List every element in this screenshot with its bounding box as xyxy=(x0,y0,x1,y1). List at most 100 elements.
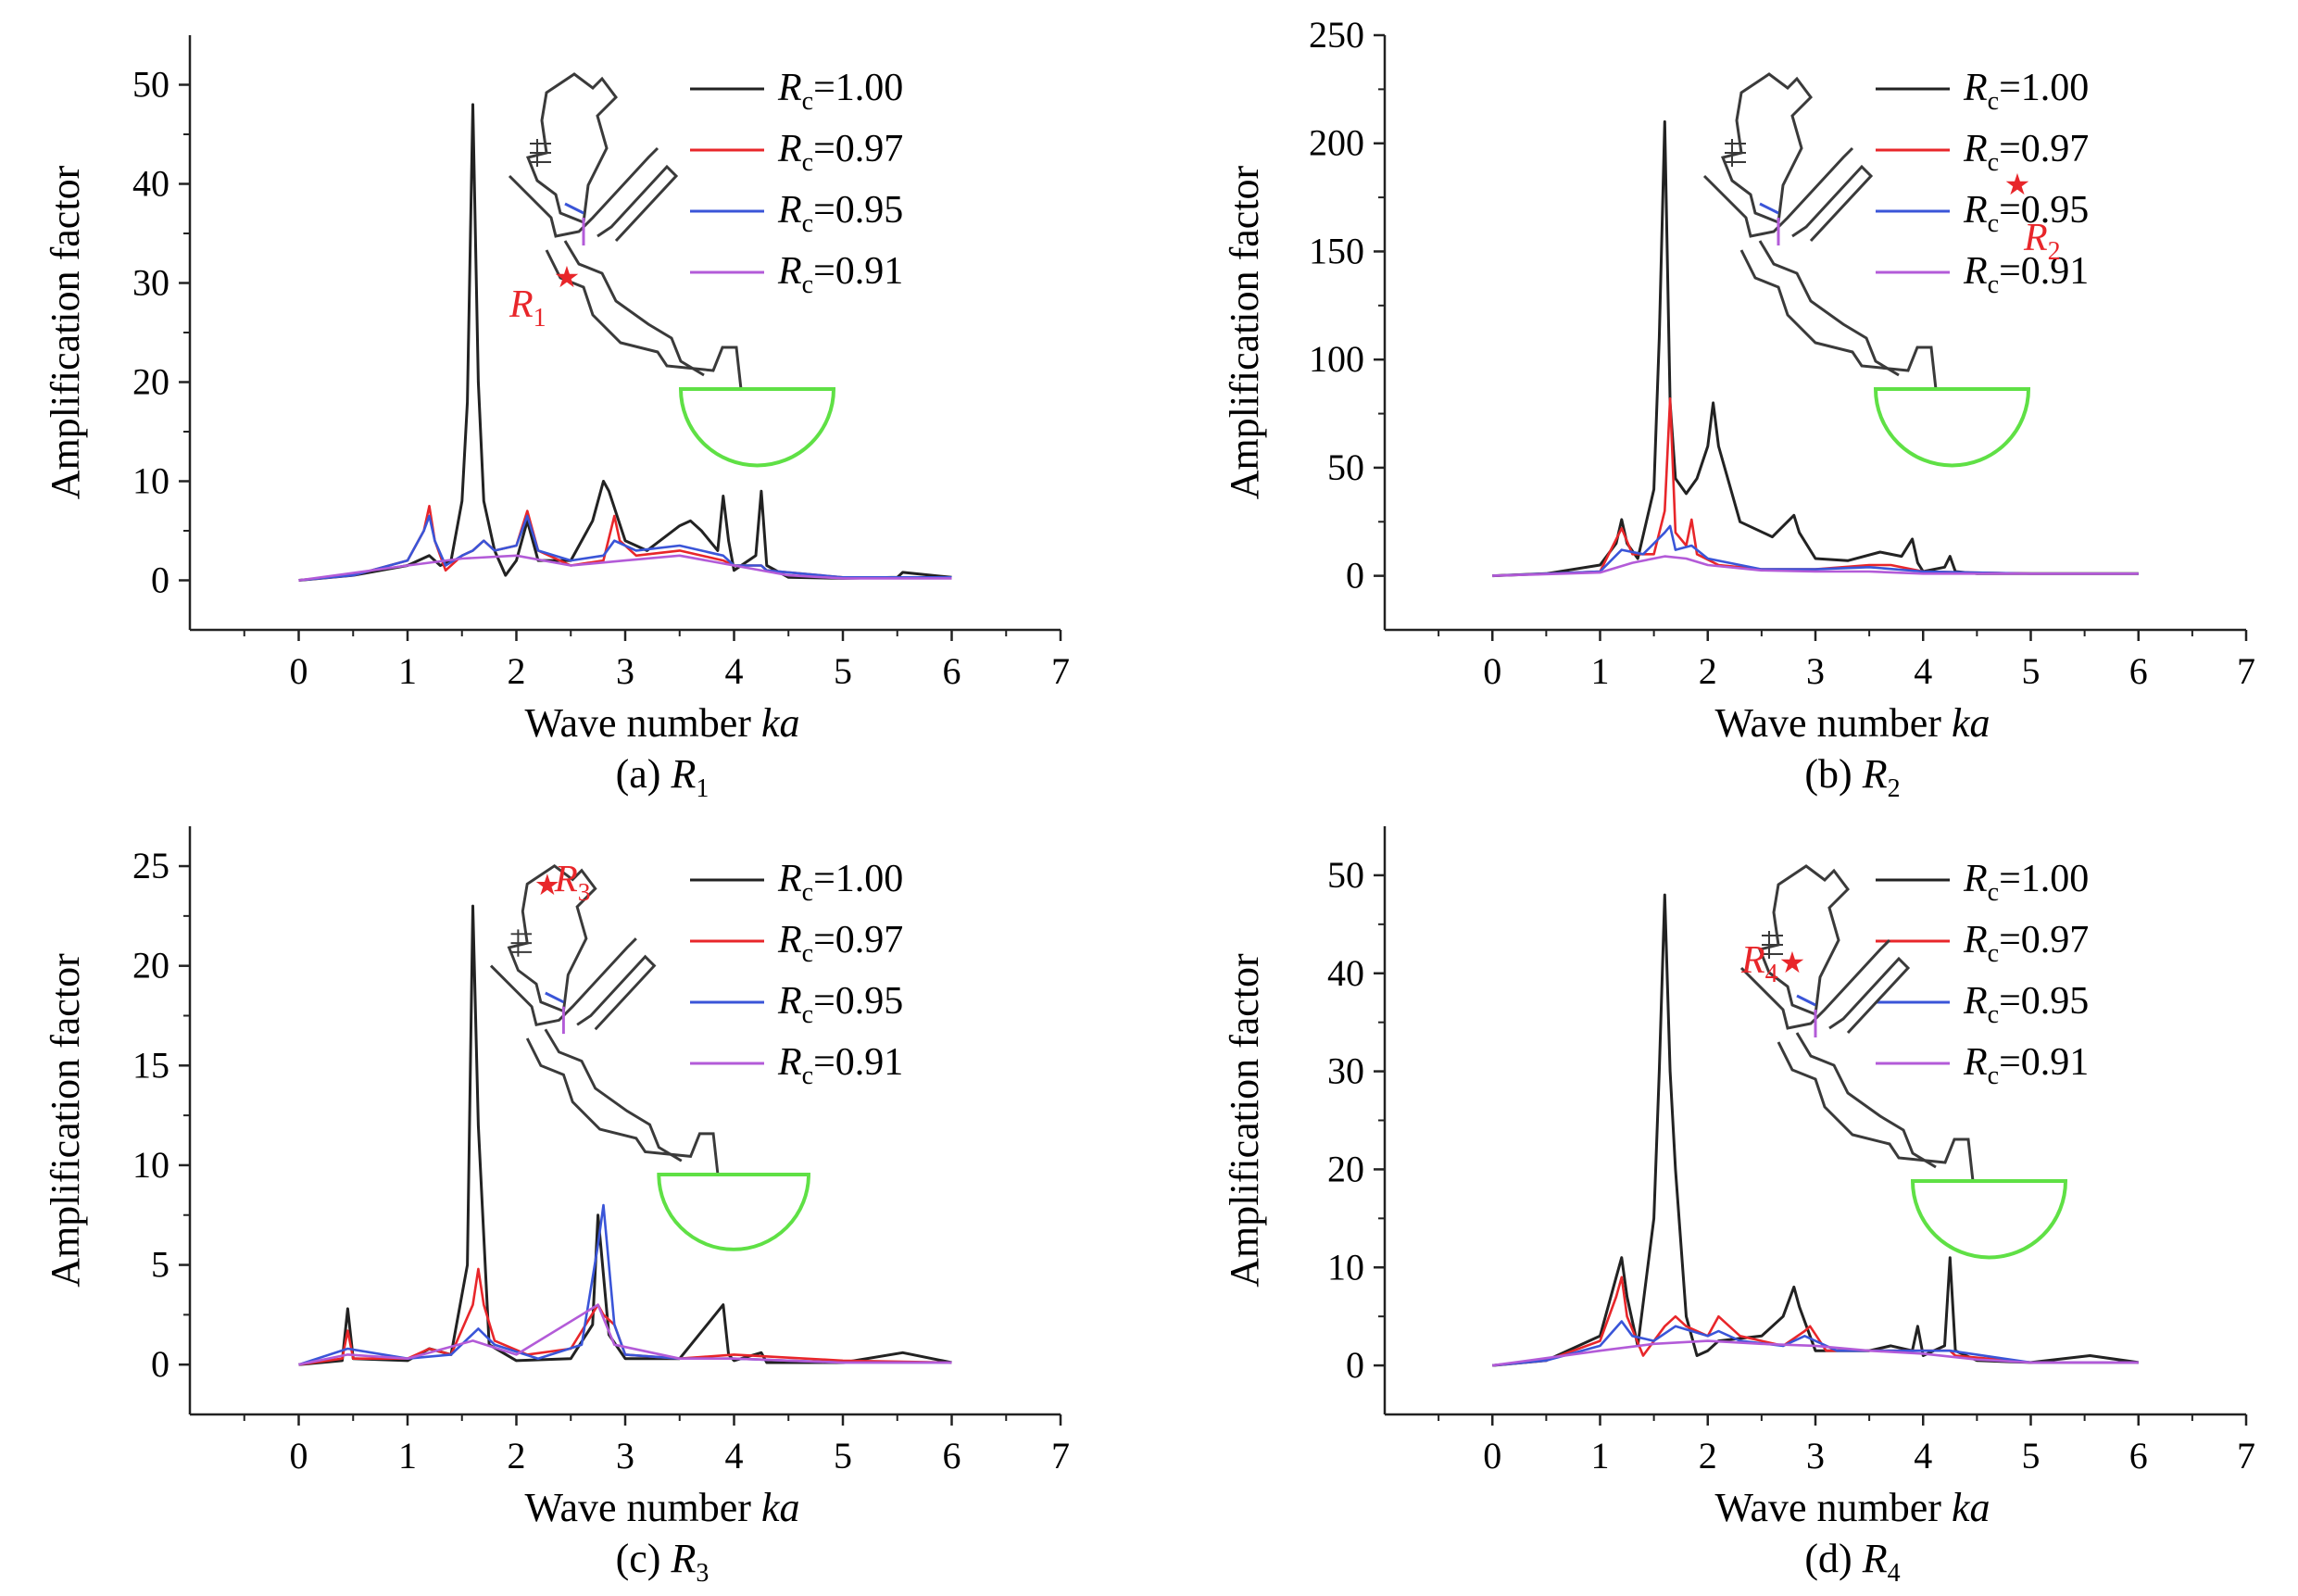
receptor-subscript: 4 xyxy=(1765,960,1778,988)
receptor-variable: R xyxy=(1740,939,1765,982)
y-tick-label: 20 xyxy=(1327,1148,1364,1189)
y-tick-label: 40 xyxy=(132,163,170,205)
panel-caption: (d) R4 xyxy=(1804,1536,1900,1588)
harbor-channel-right xyxy=(1828,956,1911,1035)
series-line-rc091 xyxy=(1492,1339,2139,1367)
legend-subscript: c xyxy=(1988,209,1999,238)
legend-entry: Rc=0.97 xyxy=(1963,128,2089,177)
legend-value: =0.91 xyxy=(1999,1041,2089,1084)
legend-subscript: c xyxy=(802,1062,813,1090)
panel-caption: (c) R3 xyxy=(616,1536,709,1588)
x-axis-label: Wave number ka xyxy=(1714,700,1990,746)
receptor-label: R4 xyxy=(1740,939,1778,988)
y-tick-label: 50 xyxy=(1327,854,1364,896)
receptor-label: R2 xyxy=(2023,217,2061,266)
x-tick-label: 3 xyxy=(616,1435,634,1477)
x-axis-label-text: Wave number xyxy=(524,1485,760,1530)
y-tick-label: 0 xyxy=(151,559,170,601)
receptor-star-icon: ★ xyxy=(1779,946,1806,979)
x-axis-label-variable: ka xyxy=(1952,700,1990,746)
legend-value: =0.95 xyxy=(813,980,903,1023)
legend-subscript: c xyxy=(1988,270,1999,299)
x-tick-label: 6 xyxy=(943,1435,961,1477)
receptor-subscript: 2 xyxy=(2048,237,2061,266)
y-tick-label: 100 xyxy=(1309,338,1364,380)
legend-subscript: c xyxy=(802,209,813,238)
receptor-label: R1 xyxy=(509,283,546,333)
legend-value: =1.00 xyxy=(813,858,903,900)
y-tick-label: 10 xyxy=(132,460,170,502)
y-tick-label: 5 xyxy=(151,1244,170,1286)
x-tick-label: 2 xyxy=(1699,1435,1717,1477)
y-tick-label: 50 xyxy=(132,64,170,106)
legend-variable: R xyxy=(777,1041,802,1084)
legend-entry: Rc=0.95 xyxy=(1963,980,2089,1029)
legend-subscript: c xyxy=(1988,878,1999,907)
harbor-channel-marker-blue xyxy=(1759,202,1779,215)
x-axis-label: Wave number ka xyxy=(524,1485,799,1530)
harbor-piers xyxy=(510,929,533,957)
caption-variable: R xyxy=(1862,751,1888,797)
y-tick-label: 150 xyxy=(1309,230,1364,271)
harbor-channel-marker-blue xyxy=(564,202,584,215)
receptor-label: R3 xyxy=(554,857,591,906)
x-tick-label: 1 xyxy=(1591,650,1610,692)
harbor-coastline xyxy=(1739,249,2028,391)
legend-variable: R xyxy=(777,67,802,109)
x-tick-label: 7 xyxy=(1051,1435,1070,1477)
series-line-rc097 xyxy=(1492,396,2139,577)
legend-variable: R xyxy=(777,919,802,961)
legend-value: =0.91 xyxy=(1999,250,2089,293)
x-tick-label: 4 xyxy=(725,650,744,692)
x-tick-label: 7 xyxy=(1051,650,1070,692)
y-tick-label: 0 xyxy=(1346,1344,1364,1386)
x-tick-label: 2 xyxy=(508,650,526,692)
x-axis-label-text: Wave number xyxy=(524,700,760,746)
legend-subscript: c xyxy=(802,1000,813,1029)
series-line-rc100 xyxy=(1492,893,2140,1367)
legend-value: =0.97 xyxy=(813,128,903,170)
legend-variable: R xyxy=(1963,250,1988,293)
legend-entry: Rc=0.91 xyxy=(1963,1041,2089,1090)
legend-value: =1.00 xyxy=(813,67,903,109)
x-axis-label: Wave number ka xyxy=(524,700,799,746)
y-tick-label: 0 xyxy=(1346,555,1364,597)
harbor-channel-left xyxy=(1739,938,1891,1030)
panel-c: 0 1 2 3 4 5 6 7 0 5 10 15 20 25 Amplification factor Wa… xyxy=(43,826,1070,1588)
y-axis-label: Amplification factor xyxy=(1222,165,1267,499)
y-tick-label: 50 xyxy=(1327,446,1364,488)
receptor-variable: R xyxy=(554,857,578,899)
y-tick-label: 20 xyxy=(132,361,170,403)
legend-variable: R xyxy=(777,980,802,1023)
legend-variable: R xyxy=(777,189,802,232)
receptor-variable: R xyxy=(509,283,534,326)
harbor-map-inset: ★R1 xyxy=(508,72,836,468)
harbor-outline xyxy=(525,72,618,225)
series-line-rc097 xyxy=(298,505,952,582)
harbor-coastline-inner xyxy=(1795,1032,1937,1169)
caption-variable: R xyxy=(670,1536,696,1581)
y-tick-label: 10 xyxy=(132,1144,170,1186)
caption-letter: (a) xyxy=(616,751,672,797)
harbor-piers xyxy=(1725,139,1746,167)
caption-letter: (b) xyxy=(1804,751,1862,797)
legend-entry: Rc=1.00 xyxy=(777,858,903,907)
caption-subscript: 1 xyxy=(696,774,709,803)
legend-variable: R xyxy=(1963,980,1988,1023)
x-tick-label: 0 xyxy=(290,650,308,692)
x-axis-label-variable: ka xyxy=(761,700,800,746)
harbor-coastline xyxy=(1777,1041,2066,1183)
legend-subscript: c xyxy=(1988,1000,1999,1029)
x-tick-label: 5 xyxy=(2022,650,2041,692)
panel-caption: (a) R1 xyxy=(616,751,709,803)
y-tick-label: 250 xyxy=(1309,14,1364,56)
panel-d: 0 1 2 3 4 5 6 7 0 10 20 30 40 50 Amplification factor W… xyxy=(1222,826,2255,1588)
legend-subscript: c xyxy=(802,878,813,907)
y-tick-label: 0 xyxy=(151,1343,170,1385)
x-tick-label: 5 xyxy=(2022,1435,2041,1477)
caption-letter: (c) xyxy=(616,1536,672,1581)
legend-entry: Rc=0.95 xyxy=(1963,189,2089,238)
harbor-channel-marker-blue xyxy=(545,991,565,1004)
harbor-channel-marker-blue xyxy=(1796,994,1816,1007)
